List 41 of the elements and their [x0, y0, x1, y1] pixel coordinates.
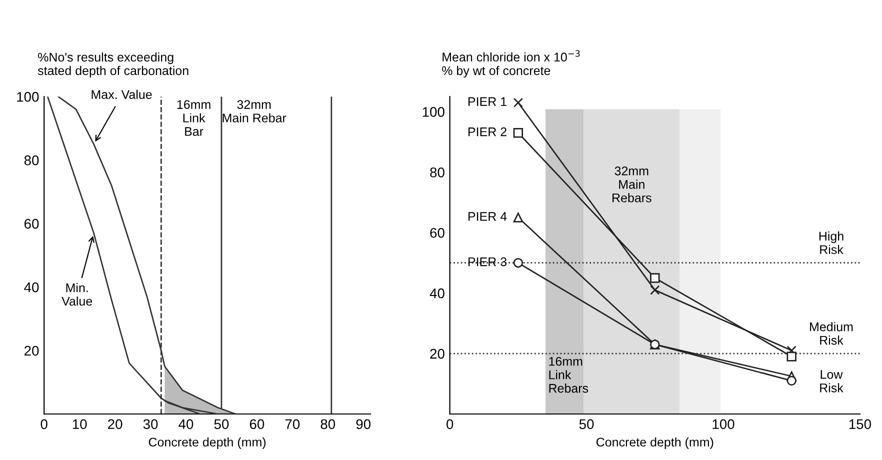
x-tick-label: 0: [446, 419, 454, 430]
band-label: 32mm Main Rebars: [612, 166, 652, 202]
x-tick-label: 20: [108, 419, 122, 430]
ref-line-label: 16mm Link Bar: [177, 100, 210, 136]
x-tick-label: 150: [849, 419, 871, 430]
text: Mean chloride ion x 10$^{−3}$ % by wt of concrete: [442, 50, 580, 78]
x-tick-label: 30: [143, 419, 158, 430]
x-tick-label: 70: [285, 419, 300, 430]
y-axis-title: %No's results exceeding stated depth of carbonation: [38, 52, 188, 78]
annotation: Max. Value: [92, 90, 152, 99]
y-tick-label: 80: [430, 168, 444, 178]
y-tick-label: 20: [24, 346, 39, 356]
annotation: Low Risk: [820, 370, 844, 392]
y-tick-label: 40: [430, 288, 444, 298]
series-label: PIER 3: [468, 257, 507, 266]
y-tick-label: 40: [24, 282, 39, 292]
x-tick-label: 50: [579, 419, 594, 430]
x-tick-label: 40: [178, 419, 194, 430]
x-tick-label: 10: [72, 419, 87, 430]
x-tick-label: 90: [356, 419, 371, 430]
y-tick-label: 100: [17, 92, 39, 102]
ref-line-label: Medium Risk: [810, 322, 853, 345]
series-label: PIER 1: [468, 97, 506, 106]
x-tick-label: 50: [214, 419, 229, 430]
x-tick-label: 60: [250, 419, 264, 430]
x-tick-label: 0: [40, 419, 48, 430]
band-label: 16mm Link Rebars: [549, 356, 588, 393]
y-tick-label: 100: [422, 107, 444, 117]
y-tick-label: 60: [24, 218, 39, 229]
x-axis-title: Concrete depth (mm): [596, 437, 714, 450]
x-tick-label: 100: [712, 419, 734, 430]
ref-line-label: High Risk: [819, 231, 844, 254]
series-label: PIER 4: [468, 212, 507, 221]
y-tick-label: 20: [430, 348, 444, 359]
series-label: PIER 2: [468, 127, 506, 136]
ref-line-label: 32mm Main Rebar: [222, 100, 286, 122]
x-axis-title: Concrete depth (mm): [148, 437, 266, 450]
x-tick-label: 80: [320, 419, 336, 430]
annotation: Min. Value: [62, 283, 92, 306]
y-tick-label: 80: [24, 155, 39, 166]
y-tick-label: 60: [430, 228, 444, 238]
